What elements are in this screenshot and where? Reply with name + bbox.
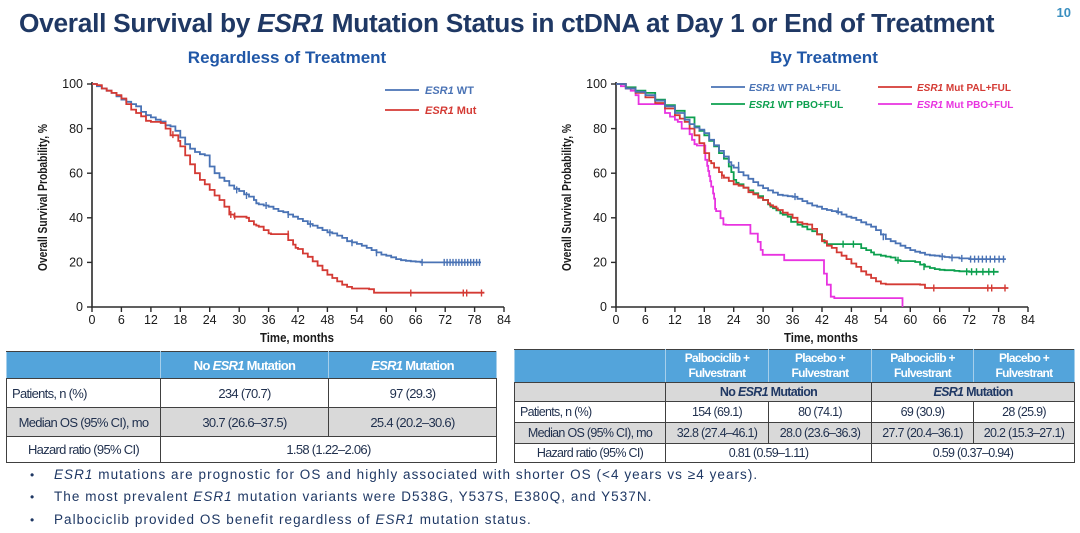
svg-text:ESR1 Mut PBO+FUL: ESR1 Mut PBO+FUL (917, 100, 1013, 111)
svg-text:30: 30 (756, 313, 770, 327)
svg-text:20: 20 (593, 256, 607, 270)
svg-text:66: 66 (409, 313, 423, 327)
svg-text:0: 0 (600, 300, 607, 314)
svg-text:Overall Survival Probability,: Overall Survival Probability, % (559, 124, 574, 271)
svg-text:6: 6 (118, 313, 125, 327)
svg-text:72: 72 (962, 313, 976, 327)
svg-text:40: 40 (69, 211, 83, 225)
svg-text:Time, months: Time, months (260, 330, 334, 345)
svg-text:Time, months: Time, months (784, 330, 858, 345)
svg-text:42: 42 (815, 313, 829, 327)
svg-text:60: 60 (903, 313, 917, 327)
svg-text:42: 42 (291, 313, 305, 327)
svg-text:36: 36 (786, 313, 800, 327)
svg-text:ESR1 WT: ESR1 WT (425, 85, 474, 97)
svg-text:0: 0 (89, 313, 96, 327)
svg-text:54: 54 (874, 313, 888, 327)
svg-text:0: 0 (76, 300, 83, 314)
svg-text:12: 12 (144, 313, 158, 327)
svg-text:0: 0 (613, 313, 620, 327)
svg-text:ESR1 WT PBO+FUL: ESR1 WT PBO+FUL (749, 100, 843, 111)
svg-text:12: 12 (668, 313, 682, 327)
svg-text:80: 80 (593, 122, 607, 136)
svg-text:72: 72 (438, 313, 452, 327)
svg-text:48: 48 (844, 313, 858, 327)
svg-text:78: 78 (992, 313, 1006, 327)
svg-text:ESR1 Mut PAL+FUL: ESR1 Mut PAL+FUL (917, 83, 1011, 94)
svg-text:66: 66 (933, 313, 947, 327)
svg-text:100: 100 (586, 77, 607, 91)
svg-text:60: 60 (593, 166, 607, 180)
svg-text:30: 30 (232, 313, 246, 327)
svg-text:Overall Survival Probability,: Overall Survival Probability, % (35, 124, 50, 271)
svg-text:36: 36 (262, 313, 276, 327)
svg-text:80: 80 (69, 122, 83, 136)
svg-text:100: 100 (62, 77, 83, 91)
svg-text:24: 24 (727, 313, 741, 327)
svg-text:78: 78 (468, 313, 482, 327)
svg-text:84: 84 (497, 313, 511, 327)
svg-text:20: 20 (69, 256, 83, 270)
svg-text:60: 60 (69, 166, 83, 180)
svg-text:ESR1 WT PAL+FUL: ESR1 WT PAL+FUL (749, 83, 841, 94)
svg-text:6: 6 (642, 313, 649, 327)
svg-text:18: 18 (173, 313, 187, 327)
svg-text:18: 18 (697, 313, 711, 327)
svg-text:ESR1 Mut: ESR1 Mut (425, 105, 477, 117)
svg-text:54: 54 (350, 313, 364, 327)
svg-text:60: 60 (379, 313, 393, 327)
svg-text:24: 24 (203, 313, 217, 327)
svg-text:48: 48 (320, 313, 334, 327)
svg-text:40: 40 (593, 211, 607, 225)
svg-text:84: 84 (1021, 313, 1035, 327)
